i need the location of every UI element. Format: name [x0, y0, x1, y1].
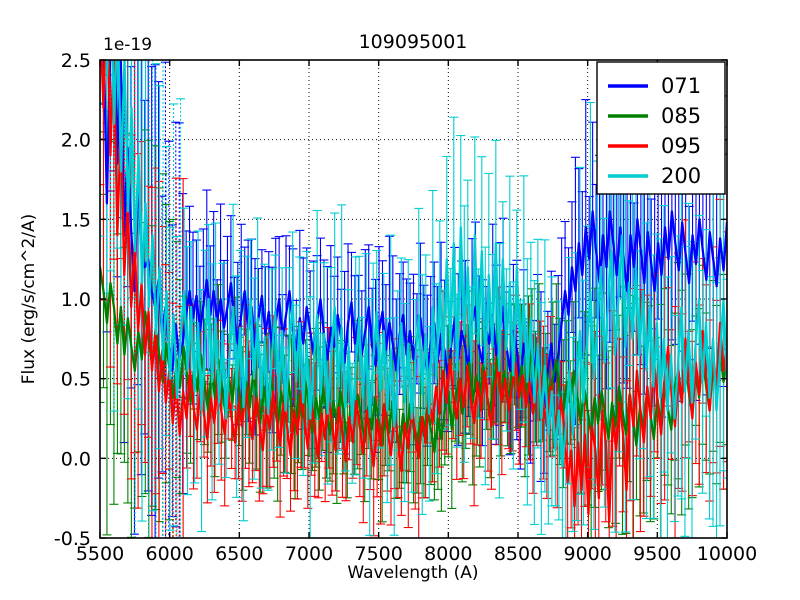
x-tick-label: 6500 [215, 543, 263, 565]
x-tick-label: 8500 [494, 543, 542, 565]
x-axis-ticks: 5500 6000 6500 7000 7500 8000 8500 9000 9500 1000… [76, 60, 757, 565]
y-tick-label: -0.5 [54, 528, 91, 550]
x-tick-label: 9500 [633, 543, 681, 565]
legend-label-095[interactable]: 095 [661, 134, 701, 158]
x-tick-label: 5500 [76, 543, 124, 565]
y-tick-label: 0.0 [61, 448, 91, 470]
legend-background [596, 61, 726, 195]
x-tick-label: 7000 [285, 543, 333, 565]
legend-label-200[interactable]: 200 [661, 164, 701, 188]
y-axis-offset-label: 1e-19 [103, 35, 152, 55]
x-tick-label: 6000 [145, 543, 193, 565]
legend-label-085[interactable]: 085 [661, 104, 701, 128]
legend[interactable]: 071 085 095 200 [596, 61, 726, 195]
x-tick-label: 10000 [697, 543, 757, 565]
x-tick-label: 8000 [424, 543, 472, 565]
series-line-095[interactable] [100, 0, 727, 524]
y-tick-label: 1.5 [61, 209, 91, 231]
y-axis-ticks: -0.5 0.0 0.5 1.0 1.5 2.0 2.5 [54, 50, 727, 550]
y-tick-label: 2.0 [61, 130, 91, 152]
page-title: 109095001 [359, 31, 468, 53]
x-tick-label: 7500 [354, 543, 402, 565]
y-tick-label: 1.0 [61, 289, 91, 311]
x-axis-label: Wavelength (A) [347, 563, 478, 583]
series-line-200[interactable] [100, 0, 727, 468]
y-tick-label: 0.5 [61, 369, 91, 391]
x-tick-label: 9000 [563, 543, 611, 565]
y-axis-label: Flux (erg/s/cm^2/A) [19, 214, 39, 385]
data-series-layer [100, 0, 727, 524]
legend-label-071[interactable]: 071 [661, 74, 701, 98]
y-tick-label: 2.5 [61, 50, 91, 72]
